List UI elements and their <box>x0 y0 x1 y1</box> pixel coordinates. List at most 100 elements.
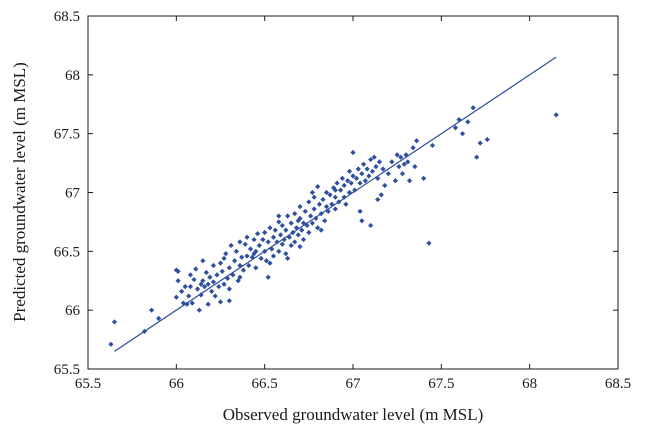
data-point <box>304 222 310 229</box>
data-point <box>210 262 217 269</box>
data-point <box>276 248 282 254</box>
data-point <box>414 138 420 144</box>
x-tick-label: 67 <box>346 376 362 392</box>
data-point <box>260 236 266 243</box>
data-point <box>320 196 326 203</box>
data-point <box>364 166 370 172</box>
data-point <box>237 239 243 245</box>
x-axis: 65.5 66 66.5 67 67.5 68 68.5 <box>75 16 631 392</box>
data-point <box>217 299 224 305</box>
data-point <box>323 204 330 210</box>
data-point <box>191 276 197 283</box>
data-point <box>348 180 354 186</box>
data-point <box>277 232 284 238</box>
data-point <box>198 281 204 287</box>
data-point <box>203 269 209 276</box>
data-point <box>205 301 211 307</box>
data-point <box>270 253 277 259</box>
data-point <box>235 278 241 284</box>
data-point <box>184 301 190 307</box>
data-point <box>421 175 427 181</box>
data-point <box>210 279 217 285</box>
x-axis-title: Observed groundwater level (m MSL) <box>223 405 484 424</box>
x-tick-label: 67.5 <box>428 376 454 392</box>
data-point <box>309 220 315 226</box>
data-point <box>209 288 215 294</box>
data-point <box>237 274 243 280</box>
data-point <box>309 189 315 196</box>
data-point <box>253 265 259 271</box>
data-point <box>357 208 363 214</box>
y-axis: 65.5 66 66.5 67 67.5 68 68.5 <box>54 9 618 378</box>
data-point <box>343 201 349 207</box>
x-tick-label: 66.5 <box>252 376 278 392</box>
data-point <box>350 173 356 179</box>
data-point <box>216 284 222 290</box>
data-point <box>244 234 250 240</box>
data-point <box>267 225 273 231</box>
data-point <box>207 274 213 280</box>
data-point <box>240 267 247 273</box>
data-point <box>212 293 218 299</box>
data-point <box>214 272 220 278</box>
data-point <box>295 218 301 224</box>
data-point <box>173 267 179 273</box>
data-point <box>382 182 388 189</box>
data-point <box>187 284 194 290</box>
data-point <box>219 268 225 274</box>
data-point <box>350 149 356 156</box>
data-point <box>368 222 374 229</box>
data-point <box>362 178 368 184</box>
data-point <box>180 300 186 306</box>
data-point <box>459 131 466 137</box>
data-point <box>237 262 243 269</box>
data-point <box>251 236 257 243</box>
y-tick-label: 68.5 <box>54 9 80 25</box>
data-point <box>373 164 379 170</box>
data-point <box>315 184 321 190</box>
data-point <box>332 194 338 200</box>
data-point <box>205 281 211 287</box>
data-point <box>265 239 271 245</box>
data-point <box>295 232 301 238</box>
data-point <box>297 244 303 250</box>
data-point <box>239 254 245 260</box>
data-point <box>193 266 199 272</box>
y-tick-label: 67 <box>65 186 81 202</box>
data-point <box>306 199 312 205</box>
data-point <box>334 180 340 186</box>
y-tick-label: 65.5 <box>54 362 80 378</box>
data-point <box>202 284 208 290</box>
data-point <box>484 136 490 143</box>
data-point <box>338 187 344 193</box>
data-point <box>228 242 234 249</box>
data-point <box>452 125 459 131</box>
data-point <box>267 260 273 266</box>
data-point <box>371 154 377 160</box>
data-point <box>401 161 407 167</box>
data-point <box>255 231 261 237</box>
data-point <box>311 206 317 212</box>
data-point <box>221 255 227 261</box>
data-point <box>232 258 238 264</box>
data-point <box>406 178 413 184</box>
data-point <box>253 248 259 254</box>
data-point <box>292 211 298 217</box>
data-point <box>313 215 319 221</box>
data-point <box>378 192 384 198</box>
data-point <box>200 278 206 284</box>
data-point <box>346 168 353 174</box>
data-point <box>196 307 202 313</box>
data-point <box>323 189 330 196</box>
data-point <box>258 255 264 261</box>
data-point <box>230 272 236 278</box>
data-point <box>173 294 179 300</box>
data-point <box>359 171 365 177</box>
data-point <box>553 112 559 118</box>
data-point <box>327 192 333 198</box>
data-point <box>315 225 321 231</box>
data-point <box>311 194 317 200</box>
data-point <box>223 251 229 257</box>
data-point <box>221 281 227 287</box>
